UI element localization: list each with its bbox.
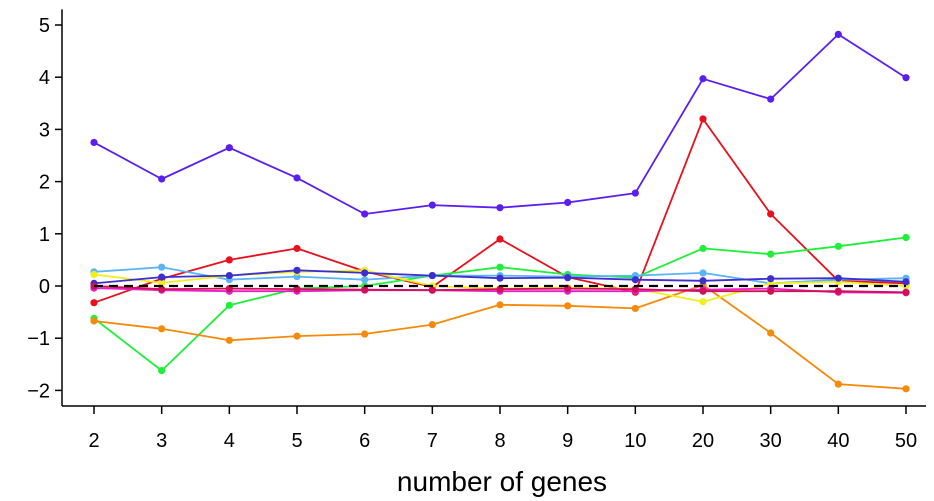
data-point	[90, 299, 98, 307]
data-point	[428, 201, 436, 209]
data-point	[158, 285, 166, 293]
data-point	[293, 266, 301, 274]
data-point	[564, 198, 572, 207]
data-point	[158, 366, 166, 375]
data-point	[631, 189, 639, 197]
data-point	[225, 271, 233, 280]
series-line	[93, 33, 907, 215]
data-point	[496, 285, 504, 293]
x-tick-label: 10	[624, 430, 646, 452]
data-point	[361, 210, 369, 218]
data-point	[767, 95, 775, 103]
data-point	[496, 301, 504, 309]
data-point	[293, 285, 301, 293]
x-tick-label: 2	[88, 430, 99, 452]
series-layer	[90, 30, 910, 393]
x-tick-label: 30	[760, 430, 782, 452]
y-tick-label: 2	[39, 172, 50, 194]
data-point	[767, 329, 775, 337]
data-point	[428, 321, 436, 329]
data-point	[90, 270, 98, 279]
data-point	[564, 302, 572, 310]
data-point	[699, 115, 707, 123]
data-point	[428, 286, 436, 294]
data-point	[699, 244, 707, 253]
x-tick-label: 8	[494, 430, 505, 452]
data-point	[293, 244, 301, 253]
data-point	[699, 287, 707, 295]
data-point	[902, 278, 910, 286]
x-tick-label: 4	[224, 430, 235, 452]
data-point	[834, 242, 842, 250]
data-point	[767, 250, 775, 258]
data-point	[361, 276, 369, 284]
data-point	[834, 380, 842, 388]
data-point	[834, 287, 842, 295]
data-point	[902, 385, 910, 393]
data-point	[158, 263, 166, 271]
data-point	[834, 30, 842, 38]
y-tick-label: 3	[39, 119, 50, 141]
series-7	[90, 266, 910, 287]
data-point	[496, 263, 504, 271]
data-point	[767, 210, 775, 218]
data-point	[767, 287, 775, 295]
data-point	[631, 276, 639, 284]
data-point	[158, 325, 166, 333]
data-point	[225, 144, 233, 152]
x-tick-label: 7	[427, 430, 438, 452]
data-point	[699, 277, 707, 285]
data-point	[293, 174, 301, 182]
data-point	[902, 233, 910, 242]
data-point	[225, 336, 233, 344]
data-point	[90, 138, 98, 147]
data-point	[699, 298, 707, 306]
data-point	[428, 271, 436, 280]
data-point	[631, 304, 639, 313]
y-tick-label: 4	[39, 67, 50, 89]
data-point	[902, 74, 910, 82]
data-point	[158, 273, 166, 281]
data-point	[158, 279, 166, 287]
data-point	[631, 285, 639, 293]
x-tick-label: 6	[359, 430, 370, 452]
data-point	[361, 286, 369, 294]
y-tick-label: 1	[39, 224, 50, 246]
data-point	[496, 274, 504, 282]
x-tick-label: 9	[562, 430, 573, 452]
x-tick-label: 40	[827, 430, 849, 452]
series-1	[90, 30, 910, 218]
data-point	[767, 275, 775, 283]
data-point	[496, 235, 504, 243]
y-tick-label: 5	[39, 15, 50, 37]
data-point	[225, 256, 233, 264]
y-tick-label: 0	[39, 276, 50, 298]
data-point	[699, 269, 707, 277]
series-9	[90, 282, 910, 296]
axes: −2 −1 0 1 2 3 4 5 2 3 4 5 6 7 8 9 10 20 30 40 50	[27, 9, 926, 452]
series-line	[93, 284, 907, 390]
x-tick-label: 50	[895, 430, 917, 452]
x-tick-label: 20	[692, 430, 714, 452]
x-tick-label: 3	[156, 430, 167, 452]
data-point	[225, 301, 233, 309]
data-point	[158, 175, 166, 183]
data-point	[90, 317, 98, 325]
data-point	[361, 330, 369, 338]
data-point	[496, 204, 504, 212]
x-tick-label: 5	[291, 430, 302, 452]
series-4	[90, 281, 910, 393]
data-point	[699, 75, 707, 83]
y-tick-label: −2	[27, 380, 50, 402]
y-tick-label: −1	[27, 328, 50, 350]
x-axis-title: number of genes	[397, 466, 607, 497]
data-point	[564, 274, 572, 282]
data-point	[293, 332, 301, 340]
data-point	[834, 274, 842, 282]
data-point	[361, 269, 369, 277]
data-point	[902, 288, 910, 296]
